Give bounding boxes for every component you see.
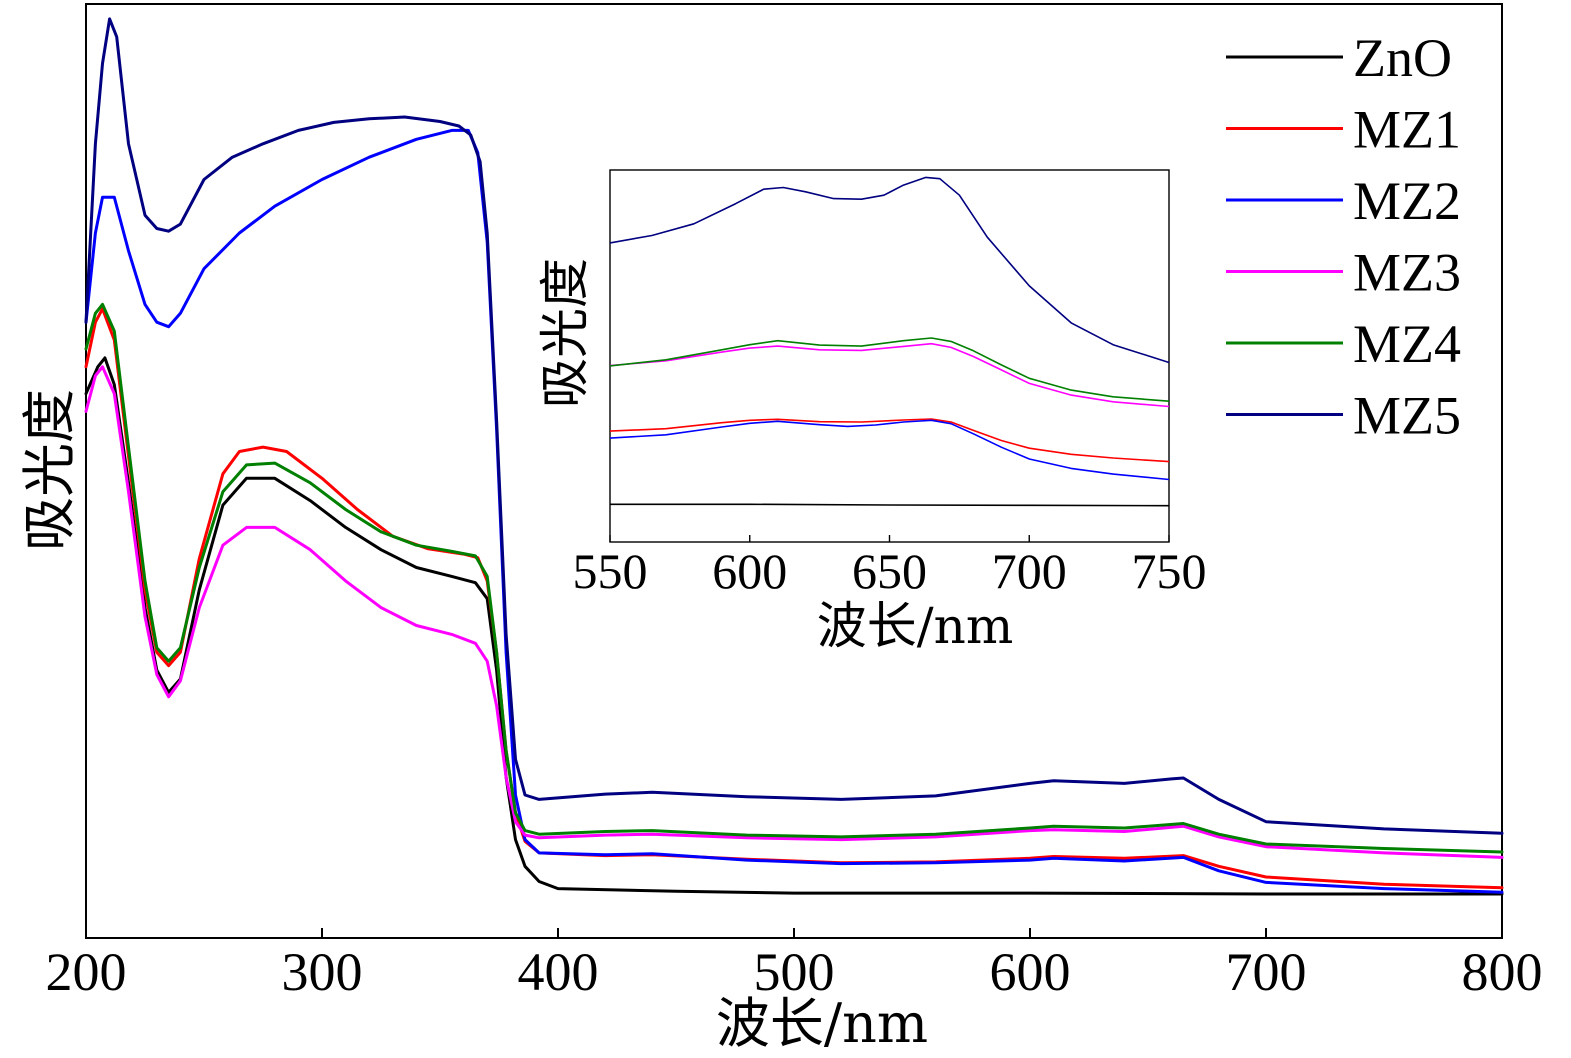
inset-x-axis-ticks: 550 600 650 700 750 xyxy=(573,535,1207,599)
inset-series-mz2 xyxy=(609,419,1170,481)
legend-label-mz4: MZ4 xyxy=(1353,314,1461,374)
main-series-group xyxy=(84,17,1504,896)
main-series-mz4 xyxy=(84,302,1504,854)
main-x-axis-title: 波长/nm xyxy=(716,992,928,1055)
main-plot: 200 300 400 500 600 700 800 波长/nm 吸光度 xyxy=(18,3,1543,1055)
inset-x-axis-title: 波长/nm xyxy=(817,597,1013,655)
main-series-mz2 xyxy=(84,128,1504,894)
inset-series-mz1 xyxy=(609,418,1170,463)
main-series-mz5 xyxy=(84,17,1504,835)
inset-series-group xyxy=(609,176,1170,507)
legend-label-zno: ZnO xyxy=(1353,28,1452,88)
legend-label-mz5: MZ5 xyxy=(1353,386,1461,446)
inset-x-tick-label: 650 xyxy=(852,543,927,599)
legend-label-mz1: MZ1 xyxy=(1353,100,1461,160)
inset-x-tick-label: 750 xyxy=(1132,543,1207,599)
inset-series-zno xyxy=(610,503,1170,507)
inset-x-tick-label: 600 xyxy=(712,543,787,599)
main-x-tick-label: 800 xyxy=(1462,942,1543,1002)
main-x-tick-label: 500 xyxy=(754,942,835,1002)
main-x-axis-ticks: 200 300 400 500 600 700 800 xyxy=(46,928,1543,1002)
inset-y-axis-title: 吸光度 xyxy=(536,258,594,408)
inset-x-tick-label: 550 xyxy=(573,543,648,599)
main-series-mz1 xyxy=(84,307,1504,890)
main-x-tick-label: 200 xyxy=(46,942,127,1002)
inset-series-mz3 xyxy=(609,342,1170,408)
main-y-axis-title: 吸光度 xyxy=(18,389,81,551)
main-x-tick-label: 400 xyxy=(518,942,599,1002)
main-x-tick-label: 600 xyxy=(990,942,1071,1002)
main-series-mz3 xyxy=(84,365,1504,859)
inset-x-tick-label: 700 xyxy=(992,543,1067,599)
inset-plot: 550 600 650 700 750 波长/nm 吸光度 xyxy=(536,169,1207,655)
main-x-tick-label: 300 xyxy=(282,942,363,1002)
legend-label-mz3: MZ3 xyxy=(1353,243,1461,303)
inset-series-mz4 xyxy=(609,337,1170,402)
main-series-zno xyxy=(84,356,1504,896)
legend: ZnO MZ1 MZ2 MZ3 MZ4 MZ5 xyxy=(1226,28,1461,446)
main-x-tick-label: 700 xyxy=(1226,942,1307,1002)
inset-series-mz5 xyxy=(609,176,1170,364)
legend-label-mz2: MZ2 xyxy=(1353,171,1461,231)
